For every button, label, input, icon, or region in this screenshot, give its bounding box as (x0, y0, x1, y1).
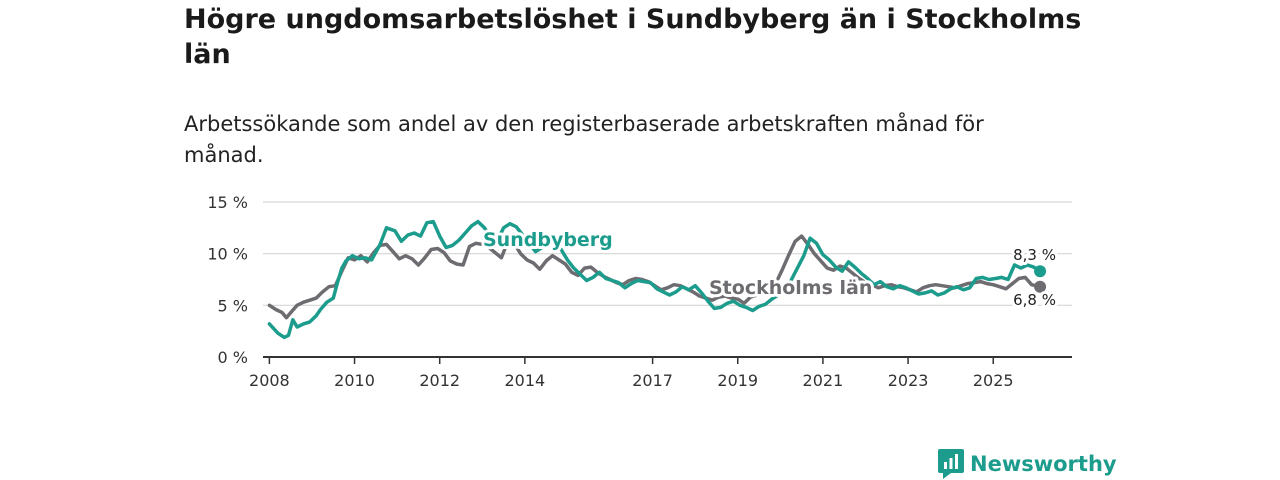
series-label-sundbyberg-halo: Sundbyberg (483, 229, 613, 251)
series-label-sundbyberg: Sundbyberg (483, 229, 613, 251)
series-label-stockholms-lan-halo: Stockholms län (709, 277, 872, 299)
chart-title: Högre ungdomsarbetslöshet i Sundbyberg ä… (184, 4, 1082, 70)
y-tick-label: 10 % (207, 245, 248, 264)
grid (263, 201, 1072, 306)
newsworthy-logo[interactable]: Newsworthy (938, 449, 1117, 479)
end-value-label-stockholms-lan-halo: 6,8 % (1013, 291, 1056, 309)
x-tick-label: 2021 (803, 371, 844, 390)
newsworthy-icon (938, 449, 964, 479)
y-axis-ticks: 0 % 5 % 10 % 15 % (207, 193, 248, 367)
series-label-stockholms-lan: Stockholms län (709, 277, 872, 299)
x-tick-label: 2008 (249, 371, 290, 390)
end-point-sundbyberg (1034, 265, 1047, 278)
x-tick-label: 2014 (505, 371, 546, 390)
y-tick-label: 0 % (218, 348, 248, 367)
x-axis-ticks: 2008 2010 2012 2014 2017 2019 2021 2023 2025 (249, 357, 1014, 390)
series (267, 219, 1047, 340)
end-point-stockholms-lan (1034, 280, 1047, 293)
y-tick-label: 5 % (218, 296, 248, 315)
end-value-label-sundbyberg-halo: 8,3 % (1013, 246, 1056, 264)
x-tick-label: 2017 (632, 371, 673, 390)
series-line-sundbyberg (267, 219, 1042, 340)
end-value-label-sundbyberg: 8,3 % (1013, 246, 1056, 264)
end-value-label-stockholms-lan: 6,8 % (1013, 291, 1056, 309)
chart-subtitle: Arbetssökande som andel av den registerb… (184, 112, 984, 167)
x-tick-label: 2023 (888, 371, 929, 390)
y-tick-label: 15 % (207, 193, 248, 212)
x-tick-label: 2019 (717, 371, 758, 390)
brand-name: Newsworthy (970, 452, 1117, 476)
x-tick-label: 2025 (973, 371, 1014, 390)
x-tick-label: 2012 (419, 371, 460, 390)
x-tick-label: 2010 (334, 371, 375, 390)
